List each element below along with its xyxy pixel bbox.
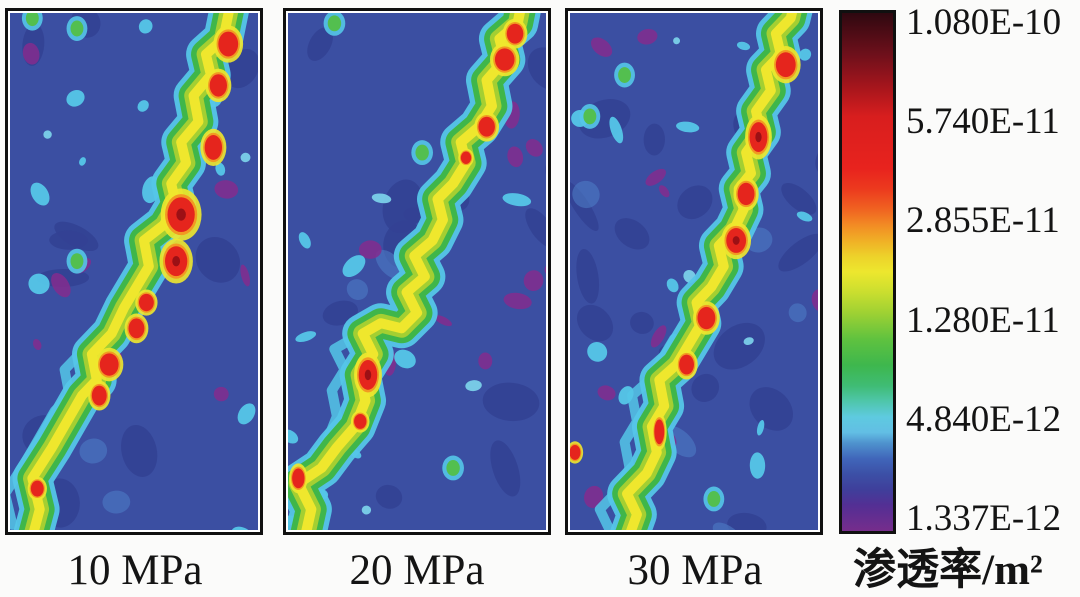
colorbar-tick-min: 1.337E-12 (906, 497, 1062, 539)
heatmap-panel-30mpa (565, 8, 823, 535)
heatmap-canvas-30mpa (570, 13, 818, 530)
panel-caption-10mpa: 10 MPa (67, 547, 203, 594)
colorbar-tick: 4.840E-12 (906, 398, 1062, 440)
heatmap-canvas-10mpa (10, 13, 258, 530)
colorbar-unit-label: 渗透率/m² (853, 547, 1043, 594)
colorbar-tick: 1.280E-11 (906, 299, 1060, 341)
heatmap-panel-10mpa (5, 8, 263, 535)
heatmap-panel-20mpa (283, 8, 551, 535)
colorbar-tick: 5.740E-11 (906, 101, 1060, 143)
colorbar-tick-max: 1.080E-10 (906, 2, 1062, 43)
heatmap-canvas-20mpa (288, 13, 546, 530)
panel-caption-20mpa: 20 MPa (349, 547, 485, 594)
colorbar-tick: 2.855E-11 (906, 200, 1060, 242)
colorbar-tick-labels: 1.080E-10 5.740E-11 2.855E-11 1.280E-11 … (906, 4, 1078, 537)
panel-caption-30mpa: 30 MPa (627, 547, 763, 594)
colorbar (839, 10, 896, 534)
